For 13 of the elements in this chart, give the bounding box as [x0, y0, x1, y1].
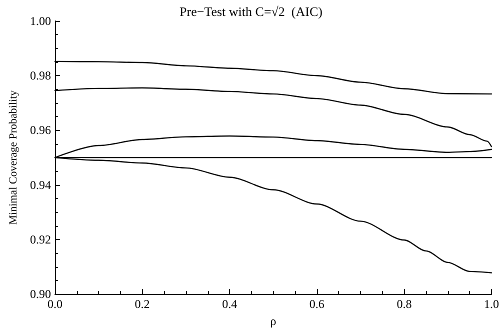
y-axis-title: Minimal Coverage Probability	[8, 90, 20, 225]
y-tick-label: 0.92	[30, 232, 51, 246]
chart-title: Pre−Test with C=√2 (AIC)	[180, 4, 322, 19]
x-tick-label: 0.6	[309, 297, 324, 312]
x-tick-label: 0.8	[396, 297, 412, 312]
y-tick-label: 1.00	[30, 14, 51, 28]
x-tick-label: 0.2	[134, 297, 150, 312]
y-tick-label: 0.98	[30, 68, 51, 83]
y-tick-label: 0.96	[30, 123, 51, 138]
x-tick-label: 1.0	[484, 297, 499, 312]
x-tick-label: 0.4	[222, 297, 238, 312]
x-axis-title: ρ	[270, 314, 276, 328]
y-tick-label: 0.94	[30, 178, 51, 192]
